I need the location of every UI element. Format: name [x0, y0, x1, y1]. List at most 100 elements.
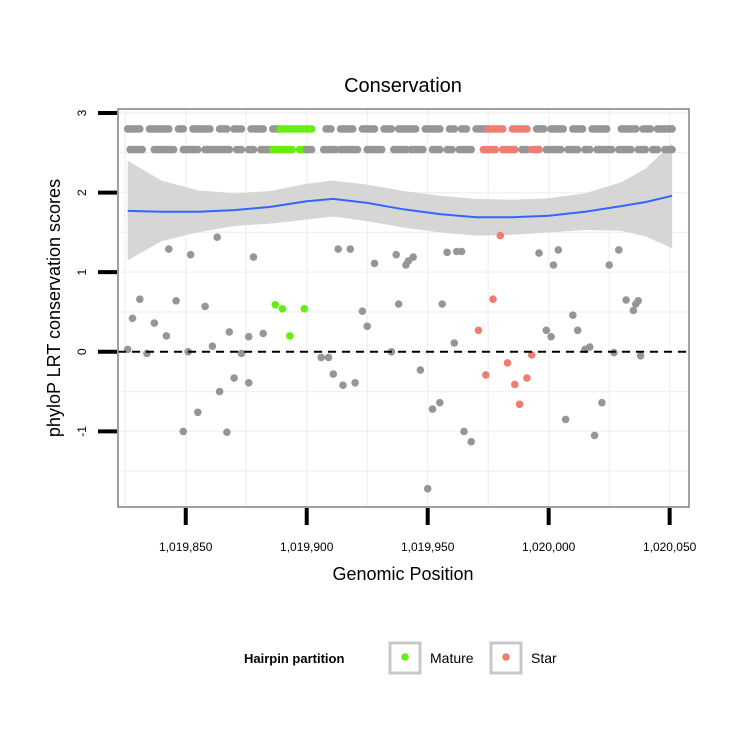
data-point — [286, 332, 294, 340]
y-axis-title: phyloP LRT conservation scores — [44, 179, 64, 437]
data-point — [307, 125, 316, 133]
data-point — [615, 246, 623, 254]
data-point — [557, 145, 565, 154]
data-point — [348, 125, 357, 133]
data-point — [511, 380, 519, 389]
plot-panel-border — [117, 108, 690, 508]
x-tick-label: 1,019,950 — [401, 540, 455, 554]
x-axis-title: Genomic Position — [332, 564, 473, 584]
data-point — [460, 427, 468, 436]
data-point — [622, 296, 630, 304]
data-point — [370, 259, 379, 268]
data-point — [668, 145, 676, 154]
data-point — [535, 145, 543, 154]
data-point — [573, 145, 582, 154]
data-point — [165, 125, 173, 133]
data-point — [377, 145, 386, 154]
data-point — [358, 307, 367, 316]
data-point — [523, 125, 531, 133]
data-point — [172, 297, 180, 305]
data-point — [419, 145, 427, 154]
data-point — [162, 332, 171, 340]
data-point — [450, 125, 459, 133]
y-tick-label: 3 — [75, 109, 89, 116]
data-point — [353, 145, 362, 154]
legend-title: Hairpin partition — [244, 651, 344, 666]
data-point — [586, 343, 594, 351]
data-point — [213, 233, 221, 241]
data-point — [288, 145, 297, 154]
x-tick-label: 1,020,050 — [643, 540, 697, 554]
x-tick-label: 1,020,000 — [522, 540, 576, 554]
data-point — [443, 248, 451, 257]
y-axis: -1 0 1 2 3 — [75, 109, 117, 437]
data-point — [590, 431, 599, 440]
y-tick-label: 0 — [75, 348, 89, 355]
data-point — [605, 261, 613, 269]
data-point — [208, 342, 217, 351]
data-point — [327, 125, 335, 133]
data-point — [573, 326, 582, 335]
data-point — [598, 398, 606, 407]
data-point — [387, 125, 396, 133]
data-point — [307, 145, 316, 154]
data-point — [511, 145, 519, 154]
chart-title: Conservation — [344, 75, 462, 97]
data-point — [128, 314, 137, 323]
data-point — [436, 398, 444, 407]
data-point — [549, 261, 558, 269]
data-point — [634, 297, 642, 305]
data-point — [194, 408, 202, 417]
data-point — [392, 250, 401, 259]
x-tick-label: 1,019,850 — [159, 540, 213, 554]
data-point — [278, 305, 287, 313]
data-point — [150, 319, 159, 327]
data-point — [646, 125, 655, 133]
data-point — [215, 387, 224, 396]
confidence-ribbon — [127, 143, 673, 261]
data-point — [436, 145, 444, 154]
data-point — [329, 370, 338, 378]
data-point — [136, 295, 144, 304]
legend: Hairpin partition Mature Star — [244, 641, 557, 675]
data-point — [653, 145, 662, 154]
data-point — [237, 349, 246, 358]
data-point — [370, 125, 379, 133]
data-point — [489, 295, 497, 304]
data-point — [423, 484, 432, 493]
data-point — [186, 250, 195, 259]
data-point — [411, 125, 420, 133]
data-point — [482, 371, 490, 379]
data-point — [629, 306, 638, 315]
legend-label-mature: Mature — [430, 650, 474, 666]
data-point — [559, 125, 567, 133]
data-point — [474, 326, 483, 335]
data-point — [540, 125, 548, 133]
y-tick-label: -1 — [75, 426, 89, 437]
data-point — [324, 353, 333, 362]
data-point — [428, 405, 437, 413]
data-point — [334, 245, 343, 253]
data-point — [317, 353, 326, 362]
data-point — [225, 145, 234, 154]
data-point — [409, 253, 418, 261]
data-point — [578, 125, 587, 133]
smooth-line — [127, 194, 673, 219]
data-point — [416, 366, 425, 374]
data-point — [237, 145, 246, 154]
data-point — [165, 245, 173, 253]
data-point — [586, 145, 594, 154]
data-point — [394, 300, 403, 308]
data-point — [535, 249, 543, 257]
data-point — [230, 374, 238, 382]
data-point — [259, 125, 268, 133]
data-point — [496, 231, 505, 240]
data-point — [636, 352, 645, 360]
data-point — [225, 328, 234, 336]
data-point — [339, 381, 347, 390]
data-point — [138, 145, 146, 154]
data-point — [351, 379, 359, 387]
data-point — [244, 332, 253, 341]
data-point — [527, 351, 536, 359]
